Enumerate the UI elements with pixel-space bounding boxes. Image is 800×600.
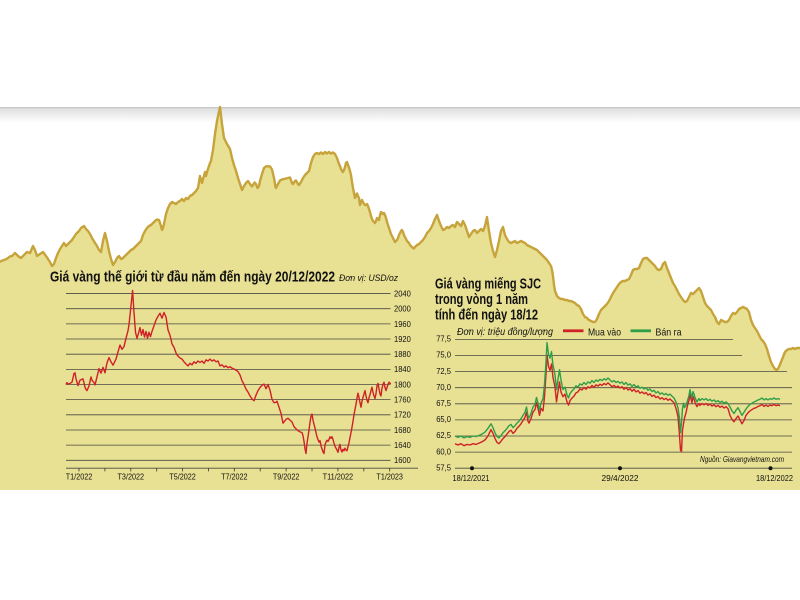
svg-text:1800: 1800 bbox=[394, 380, 411, 389]
svg-text:70,0: 70,0 bbox=[436, 383, 451, 392]
svg-text:Mua vào: Mua vào bbox=[588, 328, 621, 339]
svg-text:2040: 2040 bbox=[394, 289, 411, 298]
svg-text:77,5: 77,5 bbox=[436, 335, 451, 344]
svg-text:29/4/2022: 29/4/2022 bbox=[602, 473, 639, 483]
svg-text:1960: 1960 bbox=[394, 320, 411, 329]
svg-text:Bán ra: Bán ra bbox=[656, 328, 682, 339]
svg-text:1680: 1680 bbox=[394, 426, 411, 435]
svg-text:Nguồn: Giavangvietnam.com: Nguồn: Giavangvietnam.com bbox=[700, 454, 784, 464]
svg-text:T1/2023: T1/2023 bbox=[376, 473, 403, 482]
svg-text:1840: 1840 bbox=[394, 365, 411, 374]
svg-text:1720: 1720 bbox=[394, 411, 411, 420]
svg-text:67,5: 67,5 bbox=[436, 399, 451, 408]
svg-text:1920: 1920 bbox=[394, 335, 411, 344]
svg-text:1880: 1880 bbox=[394, 350, 411, 359]
svg-text:18/12/2022: 18/12/2022 bbox=[756, 473, 793, 483]
svg-text:T3/2022: T3/2022 bbox=[118, 473, 145, 482]
svg-text:72,5: 72,5 bbox=[436, 367, 451, 376]
svg-text:65,0: 65,0 bbox=[436, 415, 451, 424]
svg-text:18/12/2021: 18/12/2021 bbox=[453, 473, 490, 483]
svg-text:Giá vàng thế giới từ đầu năm đ: Giá vàng thế giới từ đầu năm đến ngày 20… bbox=[50, 270, 335, 286]
svg-text:T1/2022: T1/2022 bbox=[66, 473, 93, 482]
svg-text:75,0: 75,0 bbox=[436, 351, 451, 360]
svg-text:2000: 2000 bbox=[394, 305, 411, 314]
svg-text:62,5: 62,5 bbox=[436, 431, 451, 440]
svg-text:Đơn vị: USD/oz: Đơn vị: USD/oz bbox=[339, 273, 398, 284]
svg-text:tính đến ngày 18/12: tính đến ngày 18/12 bbox=[435, 307, 538, 324]
svg-text:1600: 1600 bbox=[394, 456, 411, 465]
svg-text:60,0: 60,0 bbox=[436, 447, 451, 456]
svg-text:T9/2022: T9/2022 bbox=[273, 473, 300, 482]
svg-text:trong vòng 1 năm: trong vòng 1 năm bbox=[435, 291, 528, 308]
svg-text:1760: 1760 bbox=[394, 396, 411, 405]
svg-text:T11/2022: T11/2022 bbox=[323, 473, 354, 482]
svg-text:1640: 1640 bbox=[394, 441, 411, 450]
svg-text:T7/2022: T7/2022 bbox=[221, 473, 248, 482]
svg-text:T5/2022: T5/2022 bbox=[169, 473, 196, 482]
svg-text:57,5: 57,5 bbox=[436, 463, 451, 472]
svg-text:Giá vàng miếng SJC: Giá vàng miếng SJC bbox=[435, 276, 541, 293]
svg-text:Đơn vị: triệu đồng/lượng: Đơn vị: triệu đồng/lượng bbox=[457, 326, 553, 338]
